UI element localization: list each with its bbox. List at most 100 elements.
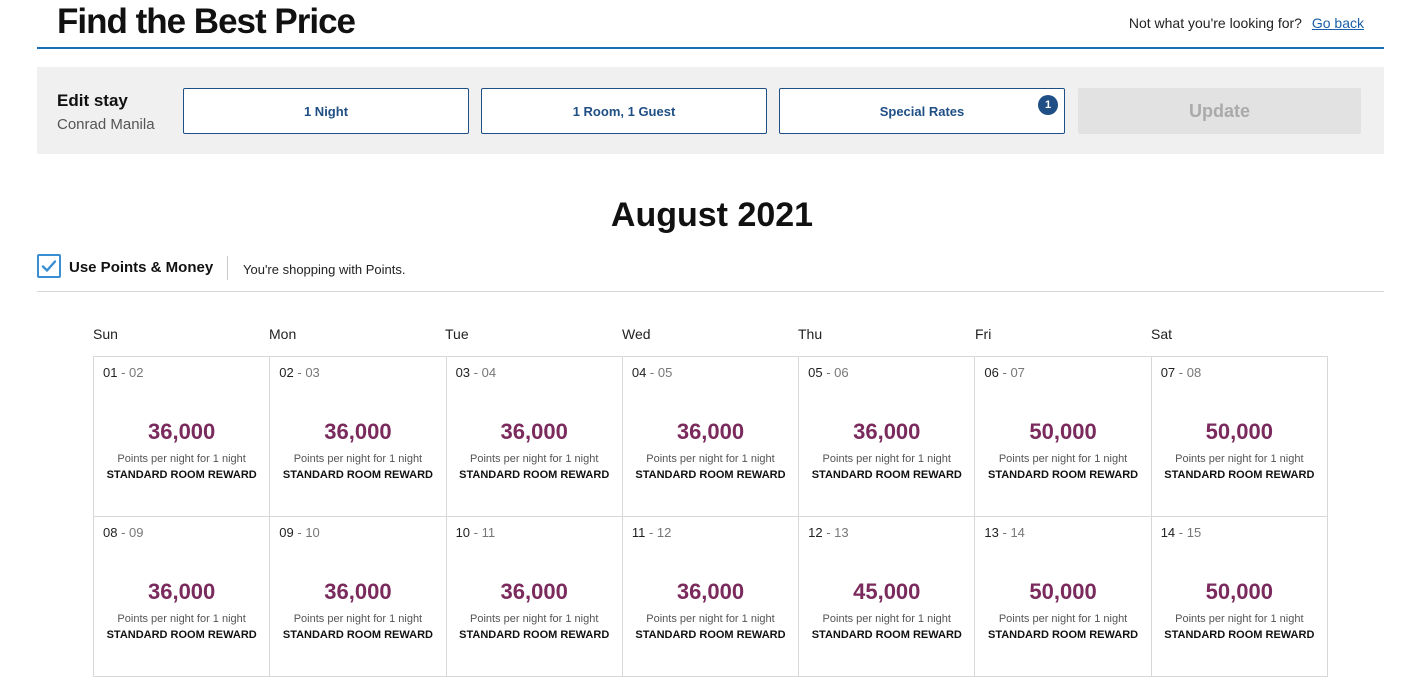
check-out-day: 13 [834, 525, 849, 540]
points-price: 50,000 [1205, 579, 1273, 604]
stay-dates: 02 - 03 [279, 365, 320, 380]
hotel-name: Conrad Manila [57, 116, 155, 133]
points-price: 36,000 [500, 579, 568, 604]
use-points-checkbox[interactable] [37, 254, 61, 278]
check-out-day: 09 [129, 525, 144, 540]
points-price: 36,000 [324, 579, 392, 604]
calendar-day-cell[interactable]: 10 - 11 36,000 Points per night for 1 nigh… [446, 517, 623, 677]
date-separator: - [822, 525, 835, 540]
dow-wed: Wed [622, 326, 651, 342]
calendar-grid: 01 - 02 36,000 Points per night for 1 nigh… [93, 356, 1328, 677]
price-note: Points per night for 1 night [293, 453, 423, 465]
calendar-day-cell[interactable]: 03 - 04 36,000 Points per night for 1 nigh… [446, 357, 623, 517]
calendar-day-cell[interactable]: 06 - 07 50,000 Points per night for 1 nigh… [975, 357, 1152, 517]
use-points-label[interactable]: Use Points & Money [69, 259, 214, 276]
stay-dates: 14 - 15 [1161, 525, 1202, 540]
nights-button[interactable]: 1 Night [183, 88, 469, 134]
date-separator: - [1175, 365, 1187, 380]
points-price: 36,000 [500, 419, 568, 444]
options-divider [227, 256, 228, 280]
header-help: Not what you're looking for? Go back [1129, 15, 1364, 31]
points-price: 36,000 [147, 579, 216, 604]
room-type: STANDARD ROOM REWARD [635, 629, 786, 641]
date-separator: - [998, 365, 1011, 380]
check-in-day: 13 [984, 525, 999, 540]
check-in-day: 02 [279, 365, 294, 380]
check-out-day: 02 [129, 365, 144, 380]
calendar-day-cell[interactable]: 11 - 12 36,000 Points per night for 1 nigh… [622, 517, 800, 677]
calendar-day-cell[interactable]: 13 - 14 50,000 Points per night for 1 nigh… [975, 517, 1152, 677]
calendar-week-row: 01 - 02 36,000 Points per night for 1 nigh… [94, 357, 1328, 517]
calendar-day-cell[interactable]: 04 - 05 36,000 Points per night for 1 nigh… [622, 357, 800, 517]
check-out-day: 12 [656, 525, 672, 540]
calendar-day-cell[interactable]: 09 - 10 36,000 Points per night for 1 nigh… [270, 517, 447, 677]
room-type: STANDARD ROOM REWARD [282, 629, 433, 641]
check-in-day: 05 [808, 365, 823, 380]
rooms-guests-button[interactable]: 1 Room, 1 Guest [481, 88, 767, 134]
points-price: 50,000 [1029, 419, 1097, 444]
room-type: STANDARD ROOM REWARD [282, 469, 433, 481]
calendar-day-cell[interactable]: 14 - 15 50,000 Points per night for 1 nigh… [1151, 517, 1328, 677]
room-type: STANDARD ROOM REWARD [987, 629, 1139, 641]
points-options-bar: Use Points & Money You're shopping with … [37, 254, 1384, 292]
stay-dates: 07 - 08 [1161, 365, 1202, 380]
go-back-link[interactable]: Go back [1311, 15, 1364, 31]
special-rates-label: Special Rates [879, 103, 965, 119]
stay-dates: 08 - 09 [103, 525, 144, 540]
page-header: Find the Best Price Not what you're look… [37, 0, 1384, 49]
room-type: STANDARD ROOM REWARD [811, 629, 962, 641]
calendar-week-row: 08 - 09 36,000 Points per night for 1 nigh… [94, 517, 1328, 677]
room-type: STANDARD ROOM REWARD [106, 469, 257, 481]
room-type: STANDARD ROOM REWARD [635, 469, 786, 481]
check-in-day: 01 [103, 365, 118, 380]
calendar-day-cell[interactable]: 07 - 08 50,000 Points per night for 1 nigh… [1151, 357, 1328, 517]
date-separator: - [470, 525, 482, 540]
check-out-day: 08 [1186, 365, 1202, 380]
room-type: STANDARD ROOM REWARD [811, 469, 962, 481]
check-in-day: 11 [631, 525, 646, 540]
page-title: Find the Best Price [57, 2, 356, 41]
price-note: Points per night for 1 night [469, 453, 599, 465]
edit-stay-bar: Edit stay Conrad Manila 1 Night 1 Room, … [37, 67, 1384, 154]
special-rates-button[interactable]: Special Rates 1 [779, 88, 1065, 134]
rooms-guests-label: 1 Room, 1 Guest [572, 103, 676, 119]
room-type: STANDARD ROOM REWARD [1164, 469, 1315, 481]
month-title: August 2021 [610, 196, 814, 234]
calendar-day-cell[interactable]: 05 - 06 36,000 Points per night for 1 nigh… [799, 357, 976, 517]
calendar-day-cell[interactable]: 08 - 09 36,000 Points per night for 1 nigh… [94, 517, 271, 677]
stay-dates: 11 - 12 [632, 525, 672, 540]
room-type: STANDARD ROOM REWARD [459, 629, 610, 641]
check-in-day: 03 [455, 365, 471, 380]
date-separator: - [117, 365, 130, 380]
update-label: Update [1188, 100, 1250, 121]
check-out-day: 10 [305, 525, 320, 540]
update-button[interactable]: Update [1078, 88, 1361, 134]
check-in-day: 09 [279, 525, 294, 540]
price-note: Points per night for 1 night [998, 453, 1128, 465]
date-separator: - [293, 525, 306, 540]
dow-fri: Fri [975, 326, 992, 342]
check-out-day: 11 [481, 525, 496, 540]
stay-dates: 10 - 11 [456, 525, 496, 540]
dow-sun: Sun [93, 326, 118, 342]
special-rates-count-badge: 1 [1038, 95, 1058, 115]
check-in-day: 04 [631, 365, 647, 380]
points-price: 36,000 [324, 419, 392, 444]
price-note: Points per night for 1 night [822, 453, 951, 465]
calendar-day-cell[interactable]: 12 - 13 45,000 Points per night for 1 nigh… [799, 517, 976, 677]
dow-thu: Thu [798, 326, 823, 342]
calendar-day-cell[interactable]: 01 - 02 36,000 Points per night for 1 nigh… [94, 357, 271, 517]
price-note: Points per night for 1 night [293, 613, 423, 625]
stay-dates: 13 - 14 [984, 525, 1025, 540]
date-separator: - [293, 365, 306, 380]
points-price: 50,000 [1029, 579, 1097, 604]
date-separator: - [1175, 525, 1187, 540]
calendar-day-cell[interactable]: 02 - 03 36,000 Points per night for 1 nigh… [270, 357, 447, 517]
points-price: 45,000 [853, 579, 921, 604]
check-in-day: 07 [1160, 365, 1176, 380]
check-in-day: 06 [984, 365, 999, 380]
check-out-day: 05 [657, 365, 673, 380]
checkmark-icon [41, 260, 57, 272]
stay-dates: 01 - 02 [103, 365, 144, 380]
room-type: STANDARD ROOM REWARD [1164, 629, 1315, 641]
